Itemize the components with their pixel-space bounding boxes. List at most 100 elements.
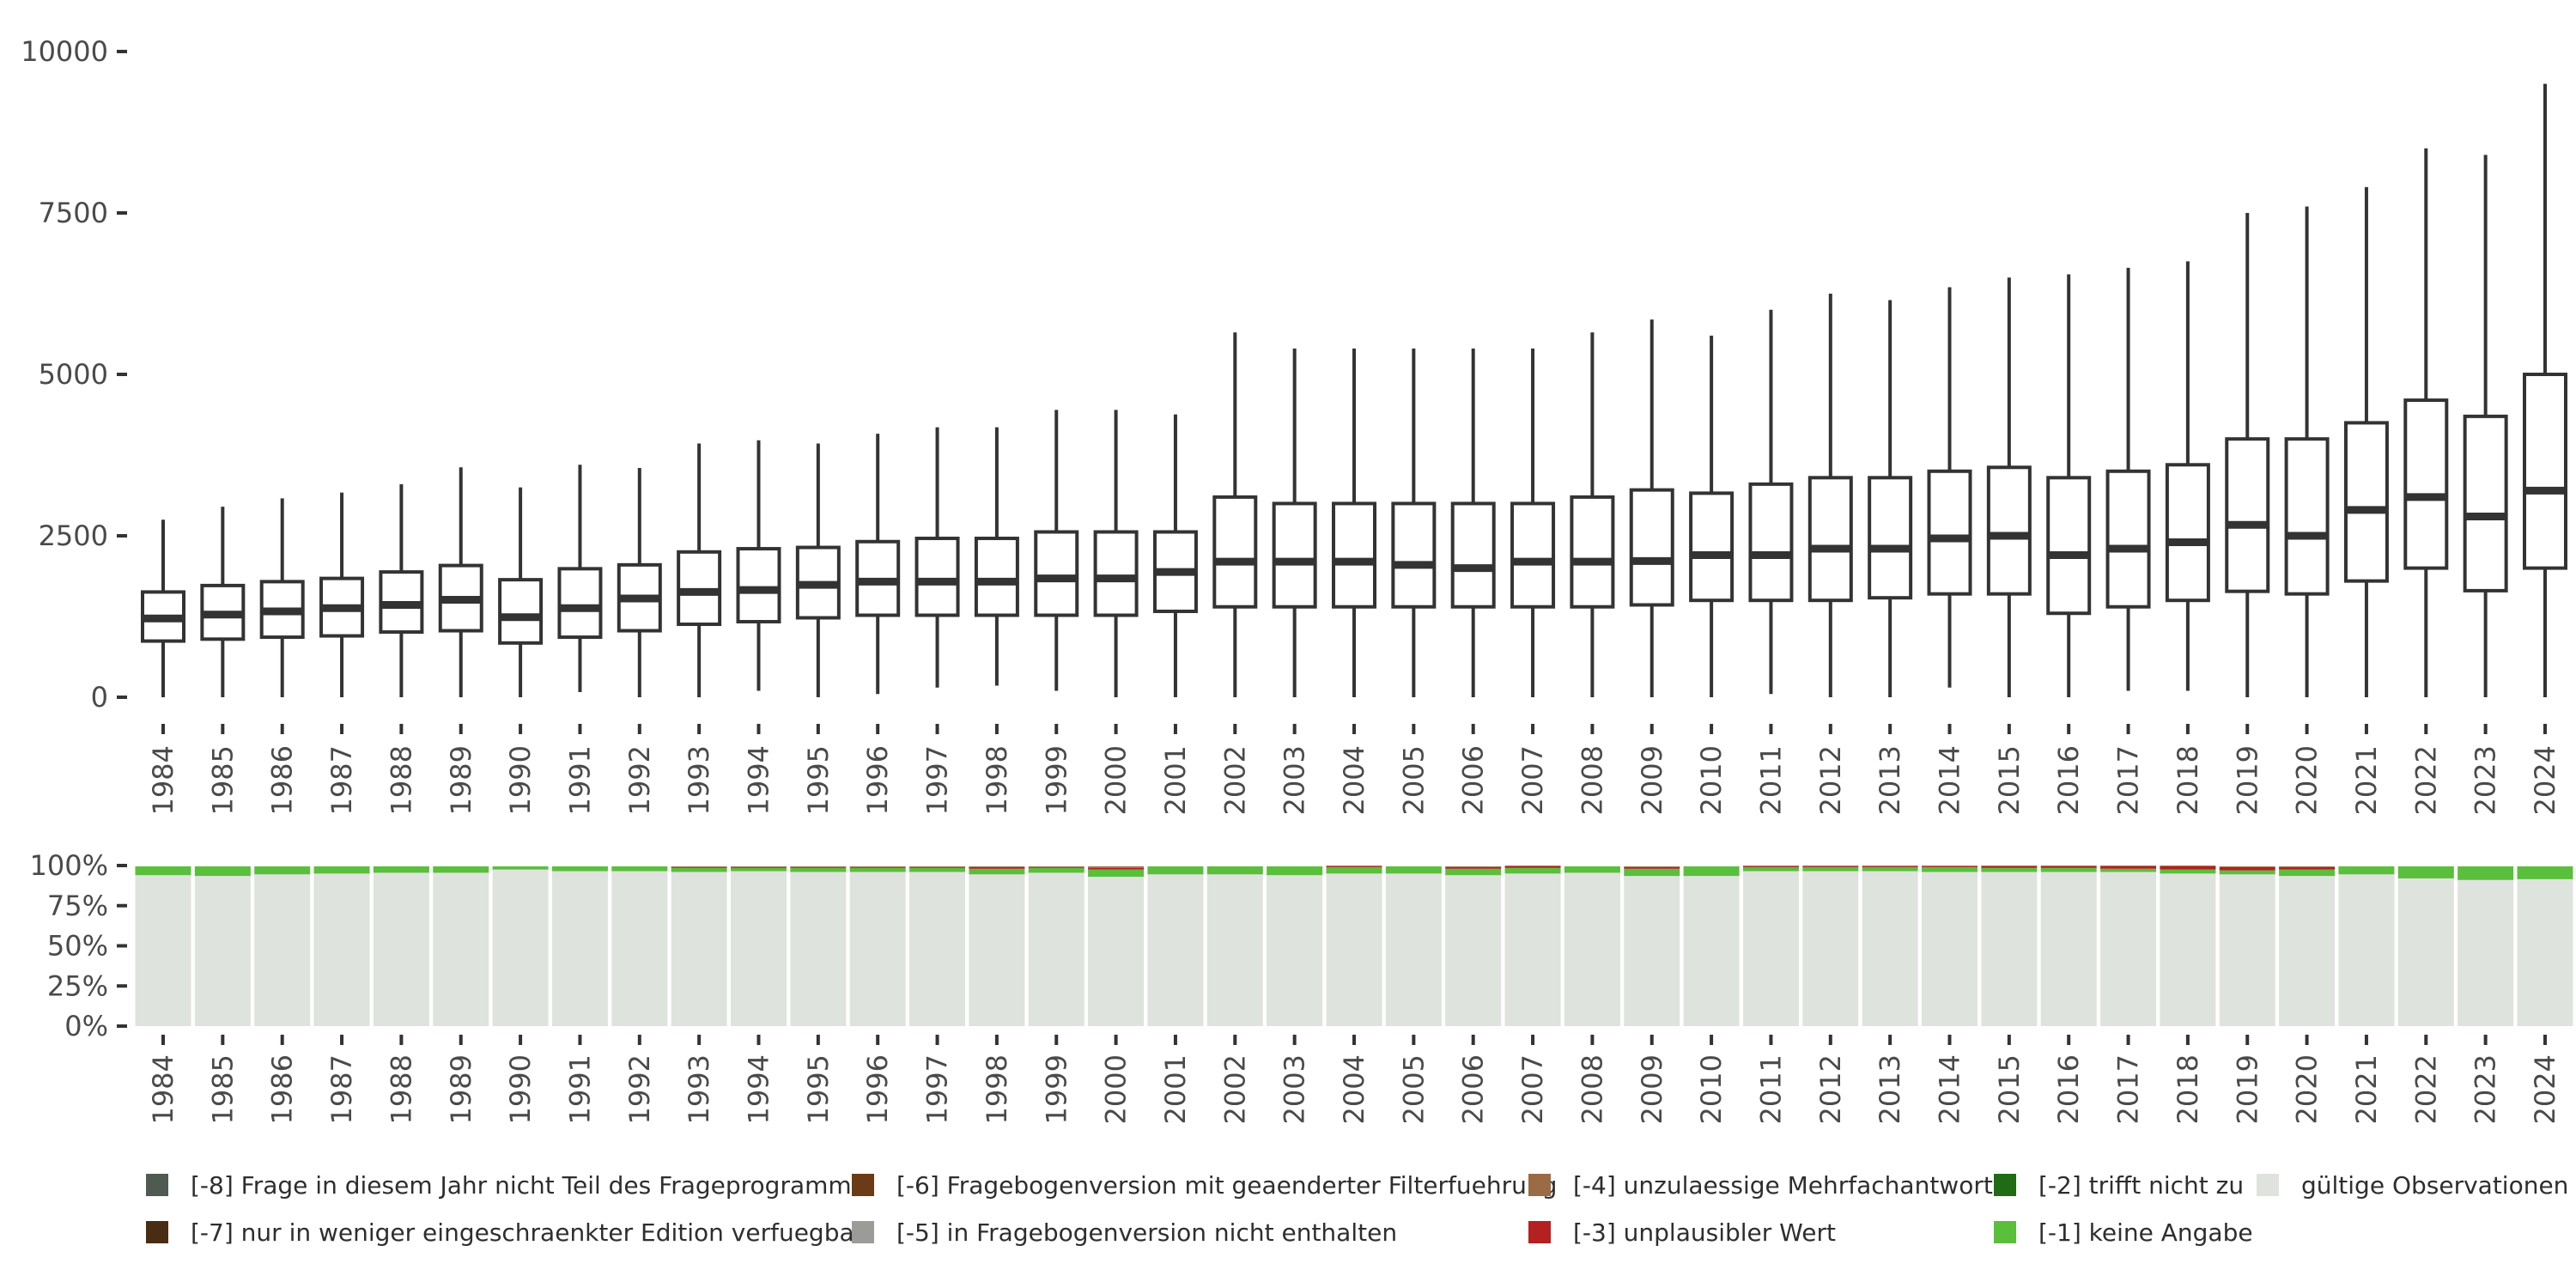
bar-segment xyxy=(1742,866,1799,867)
x-tick-label: 2023 xyxy=(2470,1054,2502,1124)
bar-segment xyxy=(1862,866,1918,872)
bar-segment xyxy=(2160,866,2216,870)
bar-segment xyxy=(849,866,906,868)
box xyxy=(1034,530,1079,617)
bar-segment xyxy=(2338,874,2395,1026)
bar-segment xyxy=(1028,866,1084,867)
x-tick-label: 1990 xyxy=(504,1054,537,1124)
y-tick-label: 100% xyxy=(30,849,108,882)
bar-segment xyxy=(2458,866,2514,880)
bar-segment xyxy=(671,866,727,867)
bar-segment xyxy=(1028,867,1084,873)
x-tick-label: 1989 xyxy=(445,745,477,815)
bar-segment xyxy=(1624,876,1680,1026)
x-tick-label: 2005 xyxy=(1397,1054,1430,1124)
bar-segment xyxy=(1088,877,1145,1026)
box xyxy=(2046,476,2092,616)
bar-segment xyxy=(731,871,787,1026)
x-tick-label: 1986 xyxy=(266,745,299,815)
x-tick-label: 1992 xyxy=(623,1054,656,1124)
bar-segment xyxy=(731,866,787,868)
x-tick-label: 2016 xyxy=(2052,1054,2085,1124)
bar-segment xyxy=(1564,866,1620,873)
x-tick-label: 1984 xyxy=(147,1054,179,1124)
x-tick-label: 2009 xyxy=(1636,745,1668,815)
bar-segment xyxy=(2100,866,2157,869)
bar-segment xyxy=(1445,875,1502,1026)
legend-item-valid: gültige Observationen xyxy=(2257,1168,2568,1202)
bar-segment xyxy=(313,866,370,874)
x-tick-label: 1997 xyxy=(921,745,954,815)
x-tick-label: 2021 xyxy=(2350,745,2383,815)
y-tick-label: 0% xyxy=(64,1010,108,1042)
x-tick-label: 2015 xyxy=(1993,1054,2026,1124)
box xyxy=(677,550,722,627)
x-tick-label: 1989 xyxy=(445,1054,477,1124)
bar-segment xyxy=(1445,866,1502,867)
bar-segment xyxy=(1862,871,1918,1026)
stacked-bar-panel: 0% 25% 50% 75% 100% 1984 1985 1986 1987 1988 1989 1… xyxy=(30,849,2573,1124)
x-tick-label: 2011 xyxy=(1754,1054,1787,1124)
box xyxy=(1927,469,1972,596)
bar-segment xyxy=(1206,874,1263,1026)
legend-item-minus1: [-1] keine Angabe xyxy=(1994,1215,2253,1249)
bar-segment xyxy=(1624,866,1680,867)
box xyxy=(1212,495,1258,609)
bar-segment xyxy=(1802,866,1859,872)
box xyxy=(1689,491,1735,603)
x-tick-label: 1991 xyxy=(563,745,596,815)
bar-segment xyxy=(909,866,966,867)
bar-segment xyxy=(1981,867,2038,872)
box xyxy=(1332,501,1376,609)
bar-segment xyxy=(2040,872,2097,1026)
x-tick-label: 2007 xyxy=(1516,1054,1549,1124)
bar-segment xyxy=(1326,866,1382,874)
bar-segment xyxy=(1147,866,1204,875)
legend-label: [-5] in Fragebogenversion nicht enthalte… xyxy=(896,1218,1398,1247)
bar-segment xyxy=(1147,874,1204,1026)
x-tick-label: 1985 xyxy=(206,1054,239,1124)
bar-segment xyxy=(731,866,787,867)
legend-swatch xyxy=(146,1174,168,1196)
bar-segment xyxy=(2040,867,2097,872)
bar-segment xyxy=(1267,875,1323,1026)
bar-segment xyxy=(611,866,668,872)
box xyxy=(557,567,603,640)
bar-segment xyxy=(671,866,727,868)
bar-segment xyxy=(1624,868,1680,877)
bar-segment xyxy=(1564,872,1620,1026)
boxplot-panel: 0 2500 5000 7500 10000 1984 1985 1986 1987 1988 19… xyxy=(21,35,2567,815)
legend-label: gültige Observationen xyxy=(2301,1170,2569,1200)
bar-segment xyxy=(2219,866,2275,871)
x-tick-label: 2002 xyxy=(1218,1054,1251,1124)
bar-segment xyxy=(313,873,370,1026)
y-tick-label: 7500 xyxy=(39,197,108,229)
bar-segment xyxy=(2458,879,2514,1026)
y-tick-label: 2500 xyxy=(39,519,108,552)
x-tick-label: 2013 xyxy=(1874,1054,1906,1124)
legend-item-minus3: [-3] unplausibler Wert xyxy=(1528,1215,1836,1249)
legend-swatch xyxy=(2257,1174,2279,1196)
bar-segment xyxy=(969,866,1025,869)
box xyxy=(2343,421,2389,583)
bar-segment xyxy=(492,869,549,1026)
x-tick-label: 2011 xyxy=(1754,745,1787,815)
x-tick-label: 2004 xyxy=(1338,1054,1370,1124)
box xyxy=(1807,476,1853,603)
x-tick-label: 1996 xyxy=(861,745,894,815)
legend-item-minus7: [-7] nur in weniger eingeschraenkter Edi… xyxy=(146,1215,864,1249)
box xyxy=(2403,398,2449,570)
bar-segment xyxy=(135,875,191,1026)
bar-segment xyxy=(1267,866,1323,876)
bar-segment xyxy=(671,867,727,872)
x-tick-label: 2001 xyxy=(1159,1054,1192,1124)
bar-segment xyxy=(254,874,311,1026)
x-tick-label: 1998 xyxy=(981,1054,1013,1124)
x-tick-label: 1996 xyxy=(861,1054,894,1124)
bar-segment xyxy=(2100,868,2157,872)
bar-segment xyxy=(1028,866,1084,868)
x-tick-label: 1995 xyxy=(802,745,835,815)
x-tick-label: 2008 xyxy=(1576,1054,1608,1124)
y-tick-label: 50% xyxy=(47,930,108,963)
x-tick-label: 2018 xyxy=(2172,745,2204,815)
